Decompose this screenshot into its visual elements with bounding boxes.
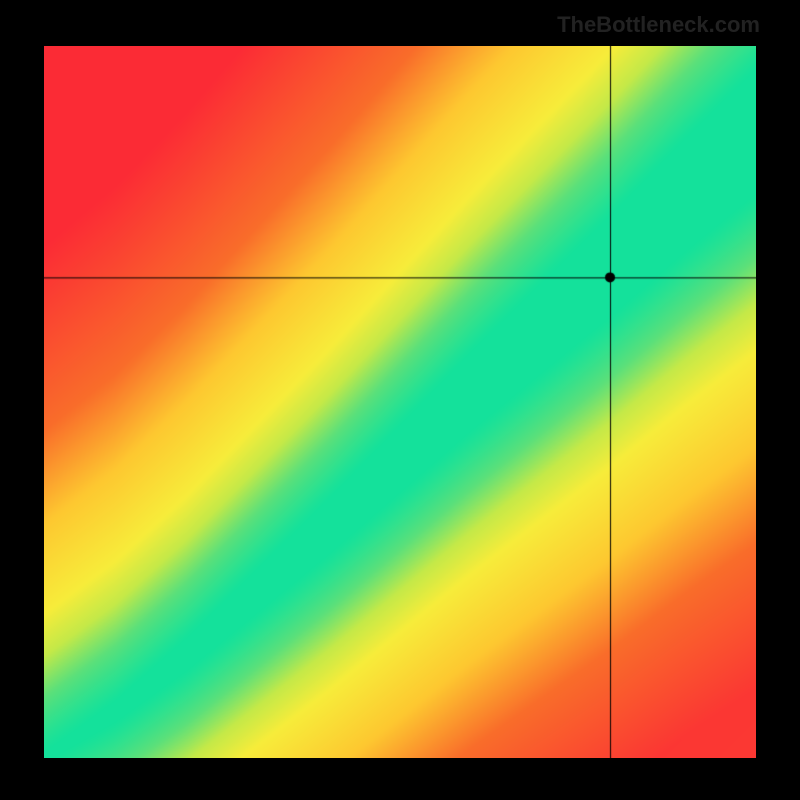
bottleneck-heatmap <box>44 46 756 758</box>
watermark-text: TheBottleneck.com <box>557 12 760 38</box>
chart-container: { "canvas": { "width": 800, "height": 80… <box>0 0 800 800</box>
